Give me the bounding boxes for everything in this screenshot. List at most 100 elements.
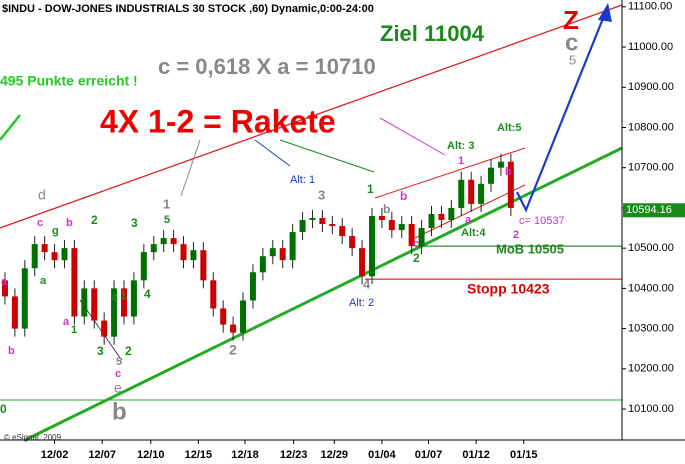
last-price-label: 10594.16 (626, 204, 672, 216)
annotation: a (465, 214, 472, 226)
y-tick-label: 11100.00 (628, 1, 672, 13)
annotation: 4 (363, 276, 371, 291)
y-tick-label: 10200.00 (628, 363, 674, 375)
candle-body (160, 238, 167, 245)
annotation: 3 (318, 187, 325, 202)
annotation: Alt:4 (461, 227, 486, 239)
candle-body (200, 250, 207, 281)
candle-body (319, 217, 326, 225)
candle-body (378, 215, 385, 220)
annotation: e (114, 380, 122, 396)
arrow (180, 139, 201, 197)
annotation: 1 (163, 196, 170, 211)
candle-body (249, 272, 256, 301)
candle-body (359, 248, 366, 277)
y-tick-label: 10400.00 (628, 282, 674, 294)
candle-body (91, 288, 98, 321)
annotation: © eSignal, 2009 (4, 433, 62, 442)
candle-body (21, 268, 28, 329)
annotation: 2 (125, 344, 132, 358)
annotation: 5 (164, 214, 170, 226)
candle-body (101, 320, 108, 337)
x-tick-label: 12/15 (185, 449, 213, 461)
candle-body (81, 288, 88, 317)
y-tick-label: 10700.00 (628, 162, 674, 174)
annotation: c (115, 368, 121, 380)
upper-channel (0, 4, 623, 229)
candle-body (478, 183, 485, 204)
lower-channel (24, 146, 623, 442)
annotation: 2 (91, 213, 98, 227)
last-price-box (623, 203, 685, 218)
candle-body (438, 213, 445, 220)
annotation: c= 10537 (519, 215, 565, 227)
annotation: 1 (120, 288, 127, 302)
candle-body (309, 217, 316, 220)
candle-body (220, 308, 227, 325)
annotation: 1 (367, 182, 374, 196)
annotation: Alt: 2 (349, 297, 374, 309)
candle-body (170, 238, 177, 245)
candle-body (41, 244, 48, 253)
x-tick-label: 12/02 (41, 449, 69, 461)
candle-body (210, 280, 217, 309)
short-channel-bottom (414, 184, 526, 239)
annotation: 495 Punkte erreicht ! (0, 73, 138, 89)
annotation: 5 (116, 356, 122, 368)
candle-body (111, 288, 118, 337)
candle-body (240, 300, 247, 333)
green-stroke (0, 114, 21, 141)
annotation: 5 (569, 52, 576, 67)
candle-body (140, 252, 147, 281)
candle-body (150, 244, 157, 253)
x-tick-label: 12/18 (231, 449, 259, 461)
y-tick-label: 10100.00 (628, 403, 674, 415)
candle-body (269, 248, 276, 257)
x-tick-label: 01/15 (510, 449, 538, 461)
candle-body (299, 220, 306, 233)
annotation: Ziel 11004 (380, 21, 485, 46)
candle-body (11, 296, 18, 329)
x-tick-label: 12/10 (137, 449, 165, 461)
candle-body (61, 248, 68, 261)
arrow-projection (516, 5, 610, 213)
candle-body (259, 256, 266, 273)
candle-body (448, 207, 455, 220)
candle-body (190, 250, 197, 261)
x-tick-label: 12/23 (280, 449, 308, 461)
candle-body (120, 288, 127, 317)
short-channel-top (374, 147, 526, 199)
y-tick-label: 11000.00 (628, 41, 673, 53)
x-tick-label: 12/29 (321, 449, 349, 461)
candle-body (289, 232, 296, 261)
annotation: a (1, 276, 8, 288)
annotation: 2 (413, 251, 420, 265)
y-tick-label: 10800.00 (628, 121, 674, 133)
candle-body (329, 224, 336, 227)
chart-title: $INDU - DOW-JONES INDUSTRIALS 30 STOCK ,… (2, 3, 374, 15)
annotation: 4 (111, 291, 118, 305)
x-tick-label: 12/07 (88, 449, 116, 461)
candle-body (398, 224, 405, 231)
candle-body (388, 220, 395, 231)
annotation: 1 (458, 155, 464, 167)
candle-body (468, 179, 475, 204)
annotation: b (400, 189, 407, 203)
candle-body (368, 215, 375, 277)
annotation: c (413, 238, 419, 250)
annotation: c (37, 217, 43, 229)
annotation: 3 (97, 344, 104, 358)
annotation: a (40, 275, 47, 287)
arrow (279, 139, 375, 173)
candle-body (349, 236, 356, 249)
candle-body (279, 248, 286, 261)
candle-body (71, 248, 78, 317)
annotation: b (383, 202, 390, 216)
annotation: 2 (513, 229, 519, 241)
annotation: b (505, 166, 512, 178)
candle-body (488, 167, 495, 184)
annotation: 1 (71, 324, 77, 336)
candle-body (130, 280, 137, 317)
candle-body (31, 244, 38, 269)
annotation: c = 0,618 X a = 10710 (158, 54, 376, 79)
